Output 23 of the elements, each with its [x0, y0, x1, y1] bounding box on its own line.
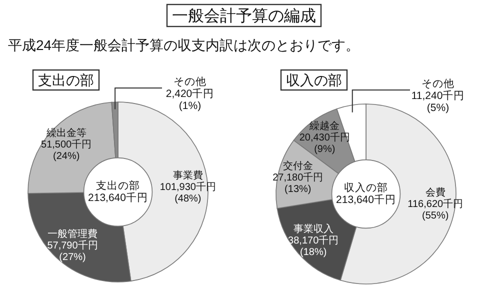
text: 支出の部 213,640千円 — [88, 178, 148, 204]
chart-title: 収入の部 — [286, 72, 342, 88]
text: 収入の部 213,640千円 — [336, 180, 396, 206]
text: 平成24年度一般会計予算の収支内訳は次のとおりです。 — [8, 37, 360, 53]
slice-label: 繰越金 — [308, 119, 340, 132]
chart-title: 支出の部 — [38, 72, 94, 88]
slice-label: 事業収入 — [293, 222, 334, 234]
slice-label: 繰出金等 — [45, 126, 86, 139]
slice-label: その他 — [422, 78, 454, 90]
data-label: 11,240千円 (5%) — [411, 89, 465, 114]
slice-label: 交付金 — [282, 159, 313, 172]
data-label: 2,420千円 (1%) — [166, 87, 214, 112]
slice-label: 会費 — [425, 186, 446, 198]
data-label: 57,790千円 (27%) — [47, 238, 98, 262]
slice-label: 一般管理費 — [48, 227, 98, 240]
text: 一般会計予算の編成 — [172, 6, 316, 24]
data-label: 116,620千円 (55%) — [408, 198, 464, 222]
data-label: 38,170千円 (18%) — [288, 234, 339, 258]
slice-label: 事業費 — [172, 168, 203, 181]
data-label: 27,180千円 (13%) — [272, 170, 324, 194]
slice-label: その他 — [174, 76, 206, 88]
data-label: 51,500千円 (24%) — [41, 138, 92, 162]
data-label: 101,930千円 (48%) — [160, 180, 216, 204]
